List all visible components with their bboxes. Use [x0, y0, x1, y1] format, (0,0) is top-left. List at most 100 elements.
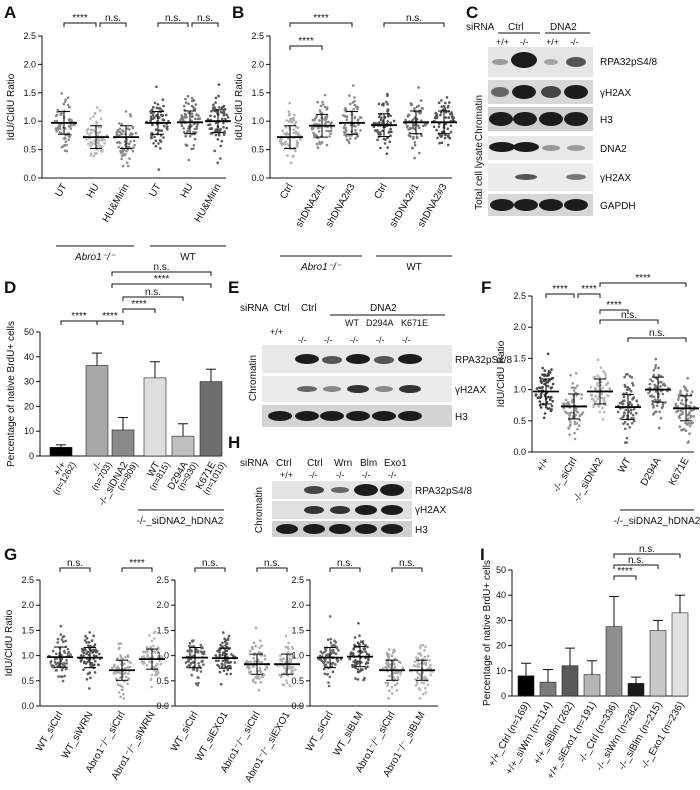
g0-group-3-point: [156, 673, 159, 677]
f-group-1-point: [570, 400, 574, 404]
b-group-3-point: [383, 115, 387, 119]
b-group-5-point: [447, 116, 451, 119]
f-cmp-2-sig: ****: [581, 284, 597, 295]
i-y-tick-label: 20: [496, 641, 506, 651]
g2-group-0-point: [331, 670, 335, 673]
g0-group-0-point: [57, 675, 60, 678]
g1-group-3-point: [287, 641, 290, 645]
a-group-2-point: [131, 126, 135, 130]
g1-group-0-point: [196, 651, 200, 654]
b-group-3-point: [381, 129, 384, 133]
a-group-0-point: [64, 98, 67, 101]
b-group-2-point: [354, 131, 358, 135]
g0-group-3-point: [149, 678, 153, 682]
g1-group-2-point: [252, 656, 255, 660]
f-group-3-point: [625, 436, 629, 440]
b-group-2-point: [349, 137, 352, 140]
a-group-1-point: [86, 131, 89, 135]
f-group-3-point: [616, 410, 620, 414]
f-group-4-point: [661, 392, 665, 396]
g0-group-0-point: [54, 669, 58, 672]
f-group-5-point: [678, 425, 682, 429]
f-group-3-point: [635, 411, 638, 415]
g0-group-0-point: [63, 664, 66, 668]
g2-group-3-point: [422, 662, 426, 665]
a-group-3-point: [153, 101, 157, 105]
g0-group-3-point: [152, 665, 155, 669]
g1-group-2-point: [263, 654, 267, 657]
a-group-0-point: [63, 149, 67, 152]
b-group-1-point: [317, 130, 321, 133]
e-lane-3: -/-: [324, 335, 333, 345]
c-section-lysate: Total cell lysate: [474, 142, 485, 210]
f-group-2-point: [592, 405, 595, 409]
g0-group-3-point: [154, 651, 157, 654]
b-group-0-point: [293, 113, 296, 117]
a-group-0-point: [68, 105, 71, 109]
f-group-3-point: [628, 374, 632, 378]
g1-y-tick-label: 0.0: [156, 701, 169, 711]
f-group-2-point: [594, 375, 597, 379]
g1-group-3-point: [284, 645, 288, 649]
d-y-tick-label: 40: [24, 352, 34, 362]
f-group-1-point: [574, 372, 578, 375]
b-group-0-point: [285, 131, 289, 135]
b-group-2-point: [356, 119, 360, 122]
c-band-dna2: DNA2: [600, 144, 627, 155]
g2-group-2-point: [387, 655, 391, 659]
b-group-4-point: [419, 111, 423, 115]
b-group-0-point: [286, 143, 290, 146]
f-group-0-point: [539, 406, 543, 409]
f-group-1-point: [565, 411, 568, 415]
b-group-4-point: [411, 126, 414, 130]
a-group-3-point: [163, 124, 166, 128]
b-group-4-point: [406, 115, 410, 118]
g1-group-3-point: [290, 646, 294, 649]
a-group-2-point: [118, 127, 122, 131]
f-group-1-point: [562, 407, 566, 410]
g1-group-1-point: [221, 659, 225, 663]
a-group-5-point: [222, 133, 226, 137]
f-group-2-point: [605, 383, 608, 386]
g0-group-1-point: [79, 654, 83, 657]
a-cmp-1-sig: ****: [72, 13, 88, 24]
g2-group-3-point: [428, 666, 431, 669]
f-group-0-point: [539, 393, 543, 396]
a-group-3-point: [152, 105, 155, 109]
g1-group-1-point: [218, 653, 222, 657]
a-group-3-point: [166, 128, 169, 131]
g2-group-2-point: [384, 681, 388, 685]
g2-group-1-point: [356, 660, 359, 664]
b-group-2-point: [343, 123, 347, 127]
g1-group-3-point: [288, 684, 291, 687]
f-group-2-point: [602, 411, 606, 414]
f-group-5-point: [689, 414, 693, 418]
b-group-3-point: [386, 102, 389, 106]
i-y-tick-label: 40: [496, 590, 506, 600]
a-group-2-point: [134, 131, 138, 135]
g2-group-1-point: [348, 657, 352, 661]
g2-group-2-point: [399, 673, 402, 676]
h-band-h3: H3: [415, 525, 428, 536]
i-bar-3: [583, 674, 601, 697]
b-group-0-point: [295, 144, 299, 148]
a-group-2-point: [128, 145, 131, 149]
g0-group-1-point: [84, 634, 87, 638]
a-group-4-point: [192, 122, 196, 126]
g2-group-3-point: [422, 681, 426, 685]
f-group-4-point: [654, 366, 657, 370]
b-geno-2: WT: [406, 262, 422, 273]
g1-group-2-point: [254, 644, 257, 648]
a-group-5-point: [208, 123, 212, 126]
g0-group-2-point: [119, 676, 122, 679]
g2-group-1-point: [364, 643, 367, 647]
h-col-2: Ctrl: [307, 458, 323, 469]
b-y-label: IdU/CldU Ratio: [234, 73, 245, 140]
a-y-tick-label: 0.0: [23, 173, 36, 183]
f-group-3-point: [631, 381, 634, 385]
b-y-tick-label: 1.0: [251, 116, 264, 126]
b-group-1-point: [317, 126, 320, 130]
g0-group-3-point: [145, 663, 149, 667]
a-group-4-point: [186, 95, 190, 98]
b-y-tick-label: 1.5: [251, 88, 264, 98]
